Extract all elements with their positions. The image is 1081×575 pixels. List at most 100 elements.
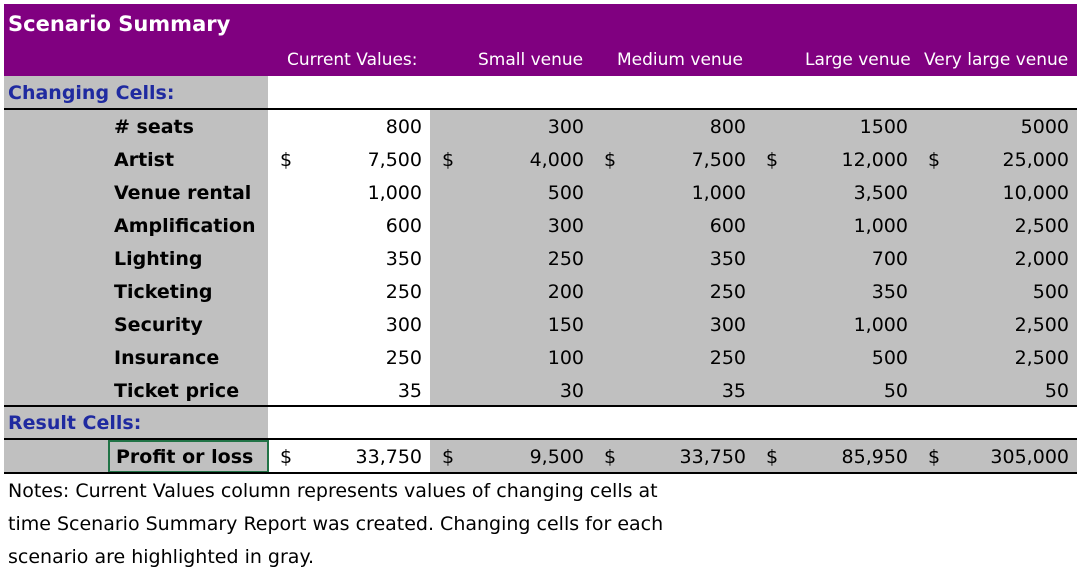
row-5-value-1[interactable]: 200 [430,275,592,308]
row-7-value-2[interactable]: 250 [592,341,754,374]
row-label[interactable]: Venue rental [114,181,252,204]
row-8-value-2[interactable]: 35 [592,374,754,407]
result-cells-label: Result Cells: [8,412,142,434]
row-5-value-4[interactable]: 500 [916,275,1077,308]
row-0-value-0[interactable]: 800 [268,110,430,143]
row-1-value-2[interactable]: $7,500 [592,143,754,176]
col-header-medium: Medium venue [617,50,743,70]
row-0-value-4[interactable]: 5000 [916,110,1077,143]
row-5-value-0[interactable]: 250 [268,275,430,308]
row-2-value-1[interactable]: 500 [430,176,592,209]
row-4-value-0[interactable]: 350 [268,242,430,275]
row-7-value-0[interactable]: 250 [268,341,430,374]
row-4-value-3[interactable]: 700 [754,242,916,275]
cell-value: 33,750 [355,445,422,468]
row-7-value-3[interactable]: 500 [754,341,916,374]
row-8-value-1[interactable]: 30 [430,374,592,407]
divider-bottom [4,472,1077,474]
row-3-value-3[interactable]: 1,000 [754,209,916,242]
row-label[interactable]: # seats [114,115,194,138]
dollar-sign: $ [766,148,779,171]
result-cells-label-bg [4,407,268,439]
cell-value: 3,500 [853,181,908,204]
dollar-sign: $ [928,148,941,171]
row-label[interactable]: Insurance [114,346,220,369]
row-5-value-3[interactable]: 350 [754,275,916,308]
changing-cells-label-bg [4,76,268,109]
row-4-value-4[interactable]: 2,000 [916,242,1077,275]
row-label[interactable]: Ticket price [114,379,240,402]
cell-value: 2,500 [1014,313,1069,336]
row-label-bg [4,374,268,407]
row-1-value-0[interactable]: $7,500 [268,143,430,176]
row-6-value-3[interactable]: 1,000 [754,308,916,341]
cell-value: 250 [709,346,746,369]
divider-result-top [4,438,1077,440]
table-row: Insurance 250 100 250 500 2,500 [4,341,1077,374]
row-6-value-1[interactable]: 150 [430,308,592,341]
row-label-bg [4,275,268,308]
row-0-value-1[interactable]: 300 [430,110,592,143]
cell-value: 25,000 [1002,148,1069,171]
result-value-1[interactable]: $9,500 [430,440,592,473]
row-6-value-0[interactable]: 300 [268,308,430,341]
result-value-3[interactable]: $85,950 [754,440,916,473]
row-label-bg [4,176,268,209]
cell-value: 800 [385,115,422,138]
cell-value: 300 [709,313,746,336]
row-2-value-3[interactable]: 3,500 [754,176,916,209]
row-label-bg [4,143,268,176]
row-0-value-3[interactable]: 1500 [754,110,916,143]
cell-value: 33,750 [679,445,746,468]
dollar-sign: $ [604,148,617,171]
cell-value: 250 [547,247,584,270]
row-label[interactable]: Security [114,313,203,336]
result-label-bg [4,440,268,473]
cell-value: 12,000 [841,148,908,171]
row-label[interactable]: Ticketing [114,280,213,303]
col-header-current: Current Values: [287,50,418,70]
row-2-value-4[interactable]: 10,000 [916,176,1077,209]
row-3-value-0[interactable]: 600 [268,209,430,242]
row-8-value-0[interactable]: 35 [268,374,430,407]
dollar-sign: $ [442,148,455,171]
row-3-value-1[interactable]: 300 [430,209,592,242]
row-1-value-4[interactable]: $25,000 [916,143,1077,176]
row-label[interactable]: Amplification [114,214,256,237]
row-label[interactable]: Artist [114,148,175,171]
cell-value: 500 [871,346,908,369]
row-6-value-2[interactable]: 300 [592,308,754,341]
cell-value: 300 [547,214,584,237]
row-0-value-2[interactable]: 800 [592,110,754,143]
notes-line-3: scenario are highlighted in gray. [8,546,315,568]
result-value-0[interactable]: $33,750 [268,440,430,473]
row-7-value-4[interactable]: 2,500 [916,341,1077,374]
cell-value: 2,500 [1014,346,1069,369]
table-row: Ticket price 35 30 35 50 50 [4,374,1077,407]
cell-value: 700 [871,247,908,270]
result-value-2[interactable]: $33,750 [592,440,754,473]
row-5-value-2[interactable]: 250 [592,275,754,308]
row-7-value-1[interactable]: 100 [430,341,592,374]
cell-value: 35 [397,379,422,402]
table-row: Ticketing 250 200 250 350 500 [4,275,1077,308]
row-3-value-2[interactable]: 600 [592,209,754,242]
row-8-value-4[interactable]: 50 [916,374,1077,407]
row-1-value-1[interactable]: $4,000 [430,143,592,176]
row-label[interactable]: Lighting [114,247,203,270]
row-4-value-1[interactable]: 250 [430,242,592,275]
dollar-sign: $ [280,445,293,468]
cell-value: 7,500 [367,148,422,171]
result-value-4[interactable]: $305,000 [916,440,1077,473]
row-2-value-0[interactable]: 1,000 [268,176,430,209]
row-4-value-2[interactable]: 350 [592,242,754,275]
row-3-value-4[interactable]: 2,500 [916,209,1077,242]
cell-value: 1,000 [853,214,908,237]
row-6-value-4[interactable]: 2,500 [916,308,1077,341]
row-2-value-2[interactable]: 1,000 [592,176,754,209]
row-label-bg [4,341,268,374]
row-1-value-3[interactable]: $12,000 [754,143,916,176]
row-8-value-3[interactable]: 50 [754,374,916,407]
profit-or-loss-cell[interactable]: Profit or loss [108,440,269,473]
dollar-sign: $ [928,445,941,468]
